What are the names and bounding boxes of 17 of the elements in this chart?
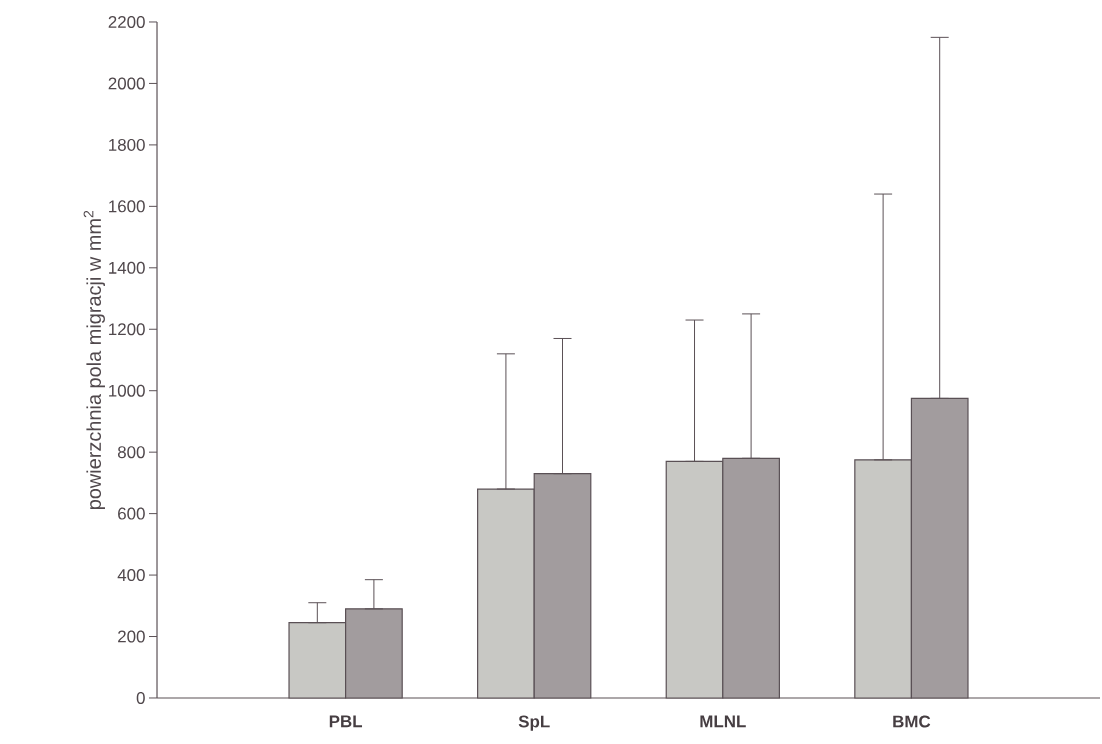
y-tick-label: 800 (117, 446, 145, 459)
y-axis-title: powierzchnia pola migracji w mm$^{2}$ (83, 210, 105, 509)
y-tick-label: 1200 (109, 323, 145, 336)
x-tick-label: BMC (893, 715, 931, 728)
y-tick-label: 400 (117, 569, 145, 582)
x-tick-label: PBL (329, 715, 363, 728)
x-tick-label: SpL (518, 715, 550, 731)
y-tick-label: 200 (118, 630, 145, 643)
y-tick-label: 2000 (108, 77, 145, 90)
y-tick-label: 1600 (109, 200, 145, 213)
y-tick-label: 2200 (108, 15, 145, 28)
y-tick-label: 1400 (109, 261, 145, 274)
x-tick-label: MLNL (700, 715, 746, 728)
y-tick-label: 1800 (109, 138, 145, 151)
y-tick-label: 600 (118, 507, 145, 520)
y-tick-label: 0 (136, 691, 145, 704)
y-tick-label: 1000 (109, 384, 145, 397)
